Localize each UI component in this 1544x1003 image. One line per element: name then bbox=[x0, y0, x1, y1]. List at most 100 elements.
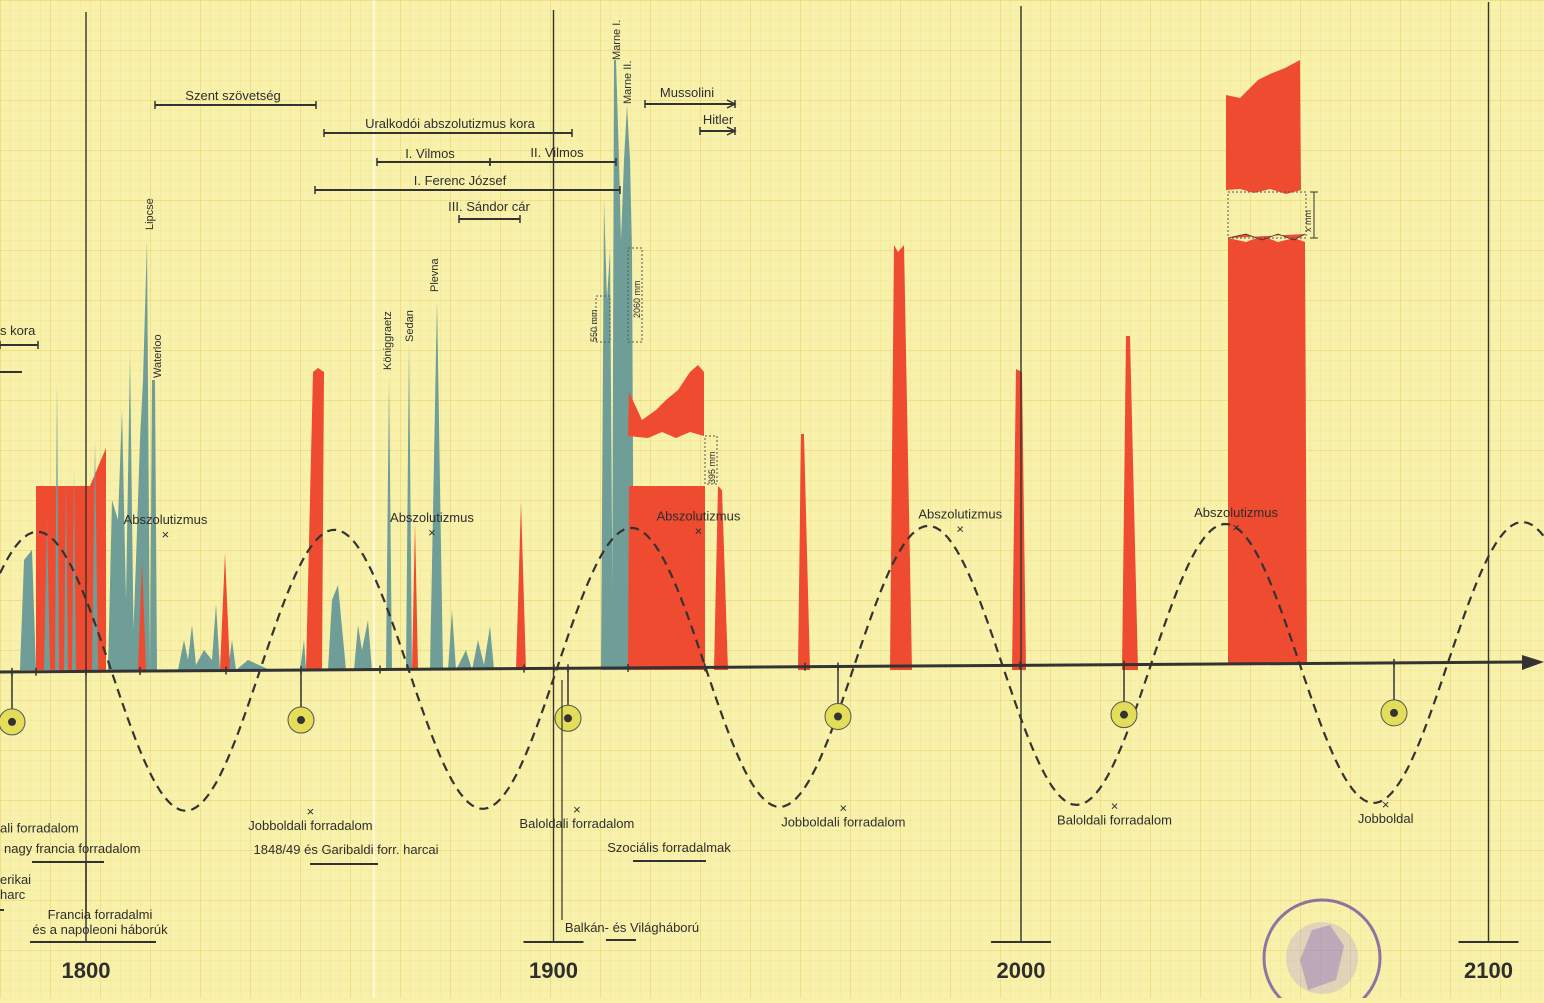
loop-bottom-marker-icon: × bbox=[573, 802, 581, 817]
red-war bbox=[628, 365, 704, 438]
red-war bbox=[412, 522, 418, 670]
span-label: Hitler bbox=[703, 112, 734, 127]
event-label: Szociális forradalmak bbox=[607, 840, 731, 855]
teal-war bbox=[150, 380, 157, 670]
span-label: II. Vilmos bbox=[530, 145, 584, 160]
teal-war bbox=[178, 604, 220, 670]
teal-war bbox=[448, 610, 494, 670]
cycle-curve bbox=[0, 520, 1544, 812]
teal-war bbox=[132, 240, 150, 670]
revolution-label: Jobboldali forradalom bbox=[248, 818, 372, 833]
battle-label: Marne I. bbox=[611, 20, 623, 60]
teal-war bbox=[612, 60, 634, 670]
teal-war bbox=[55, 380, 59, 670]
seal-center bbox=[1286, 922, 1358, 994]
span-label: III. Sándor cár bbox=[448, 199, 530, 214]
red-war bbox=[1226, 60, 1301, 194]
teal-war bbox=[354, 620, 372, 670]
seal-stamp-icon bbox=[1262, 898, 1382, 1003]
loop-bottom-marker-icon: × bbox=[1382, 797, 1390, 812]
plot-tail bbox=[1227, 233, 1306, 241]
red-war bbox=[516, 502, 526, 670]
cycle-marker-dot bbox=[297, 716, 305, 725]
cycle-marker-dot bbox=[8, 717, 16, 726]
axis-arrow-icon bbox=[1522, 655, 1544, 670]
teal-war bbox=[108, 355, 134, 670]
revolution-label: Jobboldali forradalom bbox=[781, 814, 905, 829]
red-war bbox=[220, 553, 230, 670]
teal-war bbox=[430, 300, 443, 670]
span-label: Uralkodói abszolutizmus kora bbox=[365, 116, 536, 131]
teal-war bbox=[64, 480, 68, 670]
teal-war bbox=[386, 378, 392, 670]
teal-war bbox=[228, 640, 270, 670]
loop-top-marker-icon: × bbox=[428, 525, 436, 540]
event-label: harc bbox=[0, 887, 26, 902]
seal-figure bbox=[1300, 925, 1344, 990]
battle-label: Königgraetz bbox=[382, 311, 394, 370]
scale-label: x mm bbox=[1303, 210, 1313, 232]
battle-label: Marne II. bbox=[622, 61, 634, 104]
red-war bbox=[798, 434, 810, 670]
red-war bbox=[628, 486, 705, 670]
revolution-label: Baloldali forradalom bbox=[519, 816, 634, 831]
red-war bbox=[36, 448, 106, 670]
loop-label: Abszolutizmus bbox=[657, 508, 741, 523]
loop-bottom-marker-icon: × bbox=[840, 800, 848, 815]
span-label: Szent szövetség bbox=[185, 88, 280, 103]
span-label: I. Vilmos bbox=[405, 146, 455, 161]
event-label: és a napoleoni háborúk bbox=[32, 922, 168, 937]
loop-label: Abszolutizmus bbox=[1194, 505, 1278, 520]
red-war bbox=[306, 368, 324, 670]
tick-label: 1800 bbox=[62, 958, 111, 983]
red-war bbox=[890, 245, 912, 670]
seal-ring bbox=[1262, 898, 1382, 1003]
teal-war bbox=[92, 440, 98, 670]
battle-label: Lipcse bbox=[144, 198, 156, 230]
span-arrow-icon bbox=[726, 99, 737, 109]
span-arrow-icon bbox=[726, 126, 737, 136]
teal-war bbox=[328, 585, 346, 670]
loop-label: Abszolutizmus bbox=[390, 510, 474, 525]
revolution-label: Jobboldal bbox=[1358, 811, 1414, 826]
teal-war bbox=[300, 640, 306, 670]
red-war bbox=[1228, 236, 1307, 664]
loop-bottom-marker-icon: × bbox=[1111, 799, 1119, 814]
cycle-marker-dot bbox=[564, 714, 572, 723]
tick-label: 2100 bbox=[1464, 958, 1513, 983]
span-label: s kora bbox=[0, 323, 36, 338]
red-war bbox=[138, 560, 146, 670]
red-war bbox=[1122, 336, 1138, 670]
red-war bbox=[714, 486, 728, 670]
war-bursts bbox=[20, 60, 1307, 670]
loop-top-marker-icon: × bbox=[162, 527, 170, 542]
loop-label: Abszolutizmus bbox=[124, 512, 208, 527]
event-label: Balkán- és Világháború bbox=[565, 920, 699, 935]
cycle-marker-dot bbox=[1120, 710, 1128, 719]
teal-war bbox=[20, 550, 36, 670]
loop-top-marker-icon: × bbox=[695, 523, 703, 538]
scale-brackets bbox=[1310, 191, 1318, 239]
event-label: erikai bbox=[0, 872, 31, 887]
event-label: Francia forradalmi bbox=[48, 907, 153, 922]
cycle-marker-dot bbox=[1390, 708, 1398, 717]
scale-label: 395 mm bbox=[707, 451, 717, 484]
span-label: I. Ferenc József bbox=[414, 173, 507, 188]
cycle-marker-dot bbox=[834, 712, 842, 721]
event-label: 1848/49 és Garibaldi forr. harcai bbox=[254, 842, 439, 857]
battle-label: Plevna bbox=[429, 257, 441, 292]
scale-label: 550 mm bbox=[589, 309, 599, 342]
span-label: Mussolini bbox=[660, 85, 714, 100]
tick-label: 2000 bbox=[997, 958, 1046, 983]
revolution-label: ali forradalom bbox=[0, 821, 79, 836]
scale-label: 2060 mm bbox=[632, 280, 642, 318]
battle-label: Waterloo bbox=[152, 334, 164, 378]
loop-bottom-marker-icon: × bbox=[307, 804, 315, 819]
teal-war bbox=[406, 342, 412, 670]
revolution-label: Baloldali forradalom bbox=[1057, 813, 1172, 828]
loop-top-marker-icon: × bbox=[956, 522, 964, 537]
teal-war bbox=[44, 520, 50, 670]
